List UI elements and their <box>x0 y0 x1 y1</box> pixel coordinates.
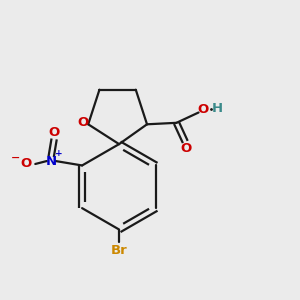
Text: O: O <box>77 116 88 129</box>
Text: N: N <box>46 154 57 167</box>
Text: +: + <box>55 149 63 158</box>
Text: O: O <box>198 103 209 116</box>
Text: Br: Br <box>111 244 128 256</box>
Text: O: O <box>180 142 191 155</box>
Text: H: H <box>212 103 223 116</box>
Text: O: O <box>20 158 31 170</box>
Text: O: O <box>49 126 60 139</box>
Text: −: − <box>11 152 20 163</box>
